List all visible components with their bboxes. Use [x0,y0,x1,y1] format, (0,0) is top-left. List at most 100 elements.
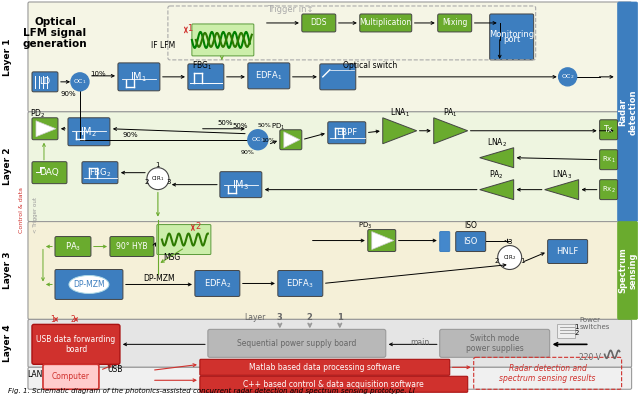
Text: 2: 2 [195,222,200,231]
Text: 50%: 50% [217,120,232,126]
Text: FBG$_2$: FBG$_2$ [89,166,111,179]
Text: IM$_3$: IM$_3$ [232,178,250,192]
FancyBboxPatch shape [618,222,637,320]
Text: DP-MZM: DP-MZM [73,280,105,289]
Polygon shape [36,121,56,137]
FancyBboxPatch shape [490,14,534,60]
Text: Multiplication: Multiplication [360,19,412,28]
FancyBboxPatch shape [55,237,91,256]
FancyBboxPatch shape [188,64,224,90]
Text: IM$_1$: IM$_1$ [131,70,147,84]
Text: IF LFM: IF LFM [150,41,175,51]
FancyBboxPatch shape [368,229,396,252]
FancyBboxPatch shape [32,162,67,184]
Circle shape [248,130,268,150]
FancyBboxPatch shape [600,180,618,199]
Text: Computer: Computer [52,372,90,381]
Circle shape [71,73,89,91]
Text: 1: 1 [188,24,193,34]
Text: LNA$_1$: LNA$_1$ [390,107,410,119]
Text: LNA$_2$: LNA$_2$ [486,137,507,149]
FancyBboxPatch shape [548,239,588,263]
Text: 90%: 90% [241,150,255,155]
Text: EBPF: EBPF [336,128,357,137]
Text: Monitoring: Monitoring [489,30,534,39]
FancyBboxPatch shape [28,367,632,389]
Text: Layer 3: Layer 3 [3,252,13,289]
Text: ISO: ISO [463,237,478,246]
Text: Control & data: Control & data [19,186,24,233]
FancyBboxPatch shape [440,329,550,357]
Text: PA$_3$: PA$_3$ [65,240,81,253]
Text: PD$_3$: PD$_3$ [358,220,372,231]
FancyBboxPatch shape [32,72,58,92]
Text: Layer 1: Layer 1 [3,38,13,76]
Text: HNLF: HNLF [557,247,579,256]
Text: Tx: Tx [604,125,613,134]
Text: MSG: MSG [163,253,180,262]
Circle shape [559,68,577,86]
Polygon shape [545,180,579,199]
Text: OC$_1$: OC$_1$ [73,77,87,86]
Text: Radar detection and
spectrum sensing results: Radar detection and spectrum sensing res… [499,363,596,383]
Text: 2: 2 [575,330,579,337]
Text: LD: LD [40,77,51,87]
FancyBboxPatch shape [192,24,254,56]
FancyBboxPatch shape [28,222,632,320]
Text: 3: 3 [277,313,283,322]
Text: generation: generation [22,39,87,49]
FancyBboxPatch shape [438,14,472,32]
FancyBboxPatch shape [32,118,58,140]
Text: CIR$_1$: CIR$_1$ [151,174,164,183]
Text: DAQ: DAQ [40,168,60,177]
FancyBboxPatch shape [157,225,211,254]
FancyBboxPatch shape [208,329,386,357]
Text: 1: 1 [574,324,579,330]
Text: 10%: 10% [261,138,275,143]
FancyBboxPatch shape [43,364,99,389]
FancyBboxPatch shape [456,231,486,252]
Text: main: main [410,338,429,347]
Text: Spectrum
sensing: Spectrum sensing [618,248,637,293]
FancyBboxPatch shape [278,271,323,296]
FancyBboxPatch shape [440,231,450,252]
Text: 220 V: 220 V [579,353,600,362]
FancyBboxPatch shape [600,150,618,170]
Text: IM$_2$: IM$_2$ [81,125,97,139]
FancyBboxPatch shape [110,237,154,256]
FancyBboxPatch shape [248,63,290,89]
Text: Radar
detection: Radar detection [618,89,637,135]
Circle shape [498,246,522,269]
Text: USB: USB [108,365,123,374]
Text: EDFA$_1$: EDFA$_1$ [255,70,283,82]
FancyBboxPatch shape [28,2,632,112]
Polygon shape [383,118,417,144]
Text: C++ based control & data acquisition software: C++ based control & data acquisition sof… [243,380,424,389]
Text: 3: 3 [166,179,171,184]
FancyBboxPatch shape [28,320,632,367]
Text: Trigger in↕: Trigger in↕ [267,6,313,15]
Polygon shape [372,231,394,250]
Text: 2: 2 [70,315,76,324]
Text: Rx$_1$: Rx$_1$ [602,154,616,165]
Text: Switch mode
power supplies: Switch mode power supplies [466,334,524,353]
Text: Optical switch: Optical switch [342,61,397,70]
Polygon shape [480,148,514,168]
Text: Sequential power supply board: Sequential power supply board [237,339,356,348]
FancyBboxPatch shape [360,14,412,32]
Text: USB data forwarding
board: USB data forwarding board [36,335,116,354]
Polygon shape [480,180,514,199]
FancyBboxPatch shape [320,64,356,90]
Text: DP-MZM: DP-MZM [143,274,175,283]
FancyBboxPatch shape [200,376,468,392]
FancyBboxPatch shape [280,130,302,150]
Text: Fig. 1. Schematic diagram of the photonics-assisted concurrent radar detection a: Fig. 1. Schematic diagram of the photoni… [8,388,415,394]
FancyBboxPatch shape [600,120,618,140]
Text: 2: 2 [145,179,149,184]
Text: PA$_1$: PA$_1$ [444,107,458,119]
Text: ISO: ISO [464,221,477,230]
Text: PD$_2$: PD$_2$ [30,107,45,120]
Text: 2: 2 [307,313,313,322]
FancyBboxPatch shape [82,162,118,184]
Text: Control: Control [92,358,118,364]
